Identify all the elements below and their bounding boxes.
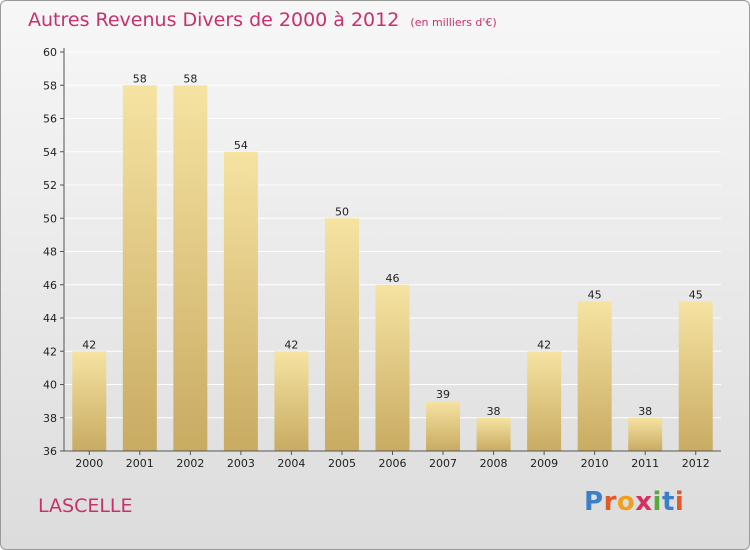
x-tick-label: 2005 bbox=[328, 457, 356, 470]
data-label: 58 bbox=[133, 72, 147, 85]
bar bbox=[628, 417, 663, 451]
bar bbox=[577, 301, 612, 451]
bar bbox=[426, 401, 461, 451]
y-tick-label: 60 bbox=[43, 46, 57, 59]
axes bbox=[60, 48, 721, 455]
title-row: Autres Revenus Divers de 2000 à 2012 (en… bbox=[28, 9, 497, 31]
bar bbox=[122, 85, 157, 451]
labels: 36 38 40 42 44 46 48 50 52 54 56 58 60 42 2000 58 2001 58… bbox=[43, 46, 710, 470]
y-tick-label: 42 bbox=[43, 345, 57, 358]
data-label: 39 bbox=[436, 388, 450, 401]
data-label: 42 bbox=[82, 338, 96, 351]
data-label: 58 bbox=[183, 72, 197, 85]
y-tick-label: 54 bbox=[43, 146, 57, 159]
data-label: 45 bbox=[588, 288, 602, 301]
chart-title: Autres Revenus Divers de 2000 à 2012 bbox=[28, 9, 400, 31]
bar bbox=[324, 218, 359, 451]
x-tick-label: 2001 bbox=[126, 457, 154, 470]
chart-unit: (en milliers d'€) bbox=[410, 16, 497, 29]
x-tick-label: 2003 bbox=[227, 457, 255, 470]
bar bbox=[173, 85, 208, 451]
bar bbox=[476, 417, 511, 451]
y-tick-label: 48 bbox=[43, 246, 57, 259]
brand-letter: t bbox=[661, 487, 675, 517]
x-tick-label: 2009 bbox=[530, 457, 558, 470]
data-label: 45 bbox=[689, 288, 703, 301]
y-tick-label: 38 bbox=[43, 412, 57, 425]
y-tick-label: 58 bbox=[43, 79, 57, 92]
brand-letter: i bbox=[674, 487, 685, 517]
x-tick-label: 2010 bbox=[581, 457, 609, 470]
data-label: 42 bbox=[537, 338, 551, 351]
data-label: 50 bbox=[335, 205, 349, 218]
y-tick-label: 56 bbox=[43, 113, 57, 126]
data-label: 42 bbox=[284, 338, 298, 351]
x-tick-label: 2008 bbox=[480, 457, 508, 470]
y-tick-label: 46 bbox=[43, 279, 57, 292]
x-tick-label: 2004 bbox=[277, 457, 305, 470]
brand-letter: r bbox=[603, 487, 617, 517]
data-label: 38 bbox=[487, 405, 501, 418]
data-label: 38 bbox=[638, 405, 652, 418]
brand-letter: x bbox=[635, 487, 653, 517]
bar bbox=[678, 301, 713, 451]
bar bbox=[274, 351, 309, 451]
x-tick-label: 2006 bbox=[379, 457, 407, 470]
place-name: LASCELLE bbox=[38, 495, 133, 517]
x-tick-label: 2011 bbox=[631, 457, 659, 470]
y-tick-label: 40 bbox=[43, 379, 57, 392]
x-tick-label: 2002 bbox=[176, 457, 204, 470]
data-label: 46 bbox=[386, 272, 400, 285]
y-tick-label: 44 bbox=[43, 312, 57, 325]
x-tick-label: 2000 bbox=[75, 457, 103, 470]
y-tick-label: 52 bbox=[43, 179, 57, 192]
data-label: 54 bbox=[234, 139, 248, 152]
x-tick-label: 2007 bbox=[429, 457, 457, 470]
brand-logo: Proxiti bbox=[584, 487, 684, 517]
brand-letter: i bbox=[652, 487, 662, 517]
y-tick-label: 36 bbox=[43, 445, 57, 458]
bar bbox=[72, 351, 107, 451]
bar bbox=[527, 351, 562, 451]
bar bbox=[375, 284, 410, 451]
brand-letter: P bbox=[584, 487, 604, 517]
y-tick-label: 50 bbox=[43, 212, 57, 225]
bars bbox=[72, 85, 713, 451]
x-tick-label: 2012 bbox=[682, 457, 710, 470]
bar bbox=[223, 151, 258, 451]
brand-letter: o bbox=[616, 487, 636, 517]
